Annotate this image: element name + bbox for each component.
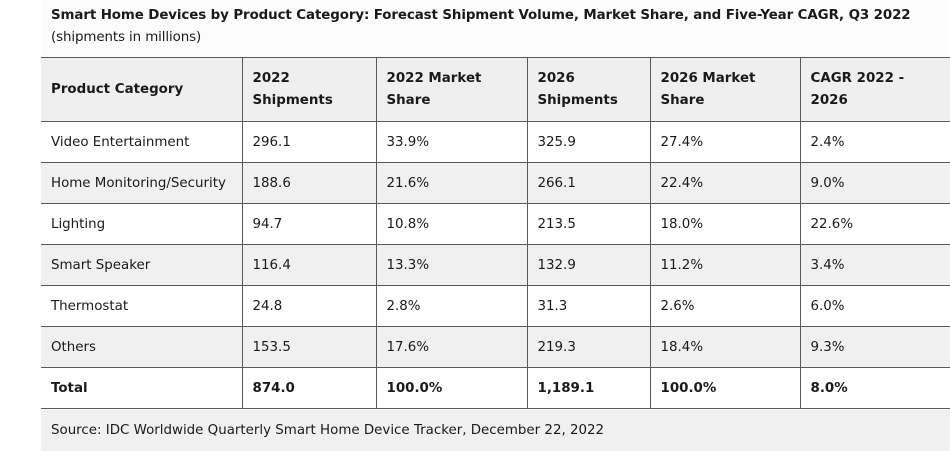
cell-2026-share: 18.4% bbox=[649, 326, 800, 368]
cell-2022-shipments: 188.6 bbox=[241, 162, 376, 204]
cell-2022-shipments: 116.4 bbox=[241, 244, 376, 286]
caption-units: (shipments in millions) bbox=[51, 30, 202, 45]
cell-cagr: 22.6% bbox=[799, 203, 950, 245]
total-label: Total bbox=[41, 367, 242, 409]
total-2022-shipments: 874.0 bbox=[241, 367, 376, 409]
cell-2026-shipments: 213.5 bbox=[526, 203, 650, 245]
cell-2026-shipments: 132.9 bbox=[526, 244, 650, 286]
source-note: Source: IDC Worldwide Quarterly Smart Ho… bbox=[41, 410, 950, 451]
cell-2026-shipments: 325.9 bbox=[526, 121, 650, 163]
total-2022-share: 100.0% bbox=[375, 367, 527, 409]
cell-2022-shipments: 94.7 bbox=[241, 203, 376, 245]
table-row: Video Entertainment 296.1 33.9% 325.9 27… bbox=[41, 121, 950, 163]
cell-2026-share: 18.0% bbox=[649, 203, 800, 245]
cell-cagr: 6.0% bbox=[799, 285, 950, 327]
table-header-row: Product Category 2022 Shipments 2022 Mar… bbox=[41, 57, 950, 122]
cell-2022-share: 13.3% bbox=[375, 244, 527, 286]
cell-cagr: 3.4% bbox=[799, 244, 950, 286]
cell-cagr: 9.0% bbox=[799, 162, 950, 204]
cell-category: Lighting bbox=[41, 203, 242, 245]
page-margin bbox=[0, 0, 41, 451]
total-2026-share: 100.0% bbox=[649, 367, 800, 409]
table-row: Thermostat 24.8 2.8% 31.3 2.6% 6.0% bbox=[41, 285, 950, 327]
table-figure: Smart Home Devices by Product Category: … bbox=[41, 0, 950, 451]
cell-2026-share: 2.6% bbox=[649, 285, 800, 327]
cell-2022-share: 33.9% bbox=[375, 121, 527, 163]
cell-2026-shipments: 219.3 bbox=[526, 326, 650, 368]
table-row: Others 153.5 17.6% 219.3 18.4% 9.3% bbox=[41, 326, 950, 368]
header-2026-market-share: 2026 Market Share bbox=[649, 57, 800, 122]
table-row: Lighting 94.7 10.8% 213.5 18.0% 22.6% bbox=[41, 203, 950, 245]
cell-2022-share: 10.8% bbox=[375, 203, 527, 245]
table-row: Home Monitoring/Security 188.6 21.6% 266… bbox=[41, 162, 950, 204]
cell-category: Thermostat bbox=[41, 285, 242, 327]
cell-2022-share: 21.6% bbox=[375, 162, 527, 204]
cell-cagr: 2.4% bbox=[799, 121, 950, 163]
cell-category: Smart Speaker bbox=[41, 244, 242, 286]
header-2026-shipments: 2026 Shipments bbox=[526, 57, 650, 122]
caption-title: Smart Home Devices by Product Category: … bbox=[51, 8, 911, 23]
data-table: Product Category 2022 Shipments 2022 Mar… bbox=[41, 57, 950, 409]
cell-2026-shipments: 31.3 bbox=[526, 285, 650, 327]
total-cagr: 8.0% bbox=[799, 367, 950, 409]
table-total-row: Total 874.0 100.0% 1,189.1 100.0% 8.0% bbox=[41, 367, 950, 409]
header-2022-shipments: 2022 Shipments bbox=[241, 57, 376, 122]
cell-2026-share: 22.4% bbox=[649, 162, 800, 204]
cell-cagr: 9.3% bbox=[799, 326, 950, 368]
cell-2022-shipments: 296.1 bbox=[241, 121, 376, 163]
cell-2026-shipments: 266.1 bbox=[526, 162, 650, 204]
total-2026-shipments: 1,189.1 bbox=[526, 367, 650, 409]
table-row: Smart Speaker 116.4 13.3% 132.9 11.2% 3.… bbox=[41, 244, 950, 286]
cell-2022-shipments: 24.8 bbox=[241, 285, 376, 327]
cell-2022-shipments: 153.5 bbox=[241, 326, 376, 368]
cell-2026-share: 11.2% bbox=[649, 244, 800, 286]
header-2022-market-share: 2022 Market Share bbox=[375, 57, 527, 122]
cell-category: Others bbox=[41, 326, 242, 368]
header-product-category: Product Category bbox=[41, 57, 242, 122]
cell-2026-share: 27.4% bbox=[649, 121, 800, 163]
cell-category: Home Monitoring/Security bbox=[41, 162, 242, 204]
cell-2022-share: 17.6% bbox=[375, 326, 527, 368]
table-caption: Smart Home Devices by Product Category: … bbox=[51, 5, 950, 49]
header-cagr: CAGR 2022 - 2026 bbox=[799, 57, 950, 122]
cell-category: Video Entertainment bbox=[41, 121, 242, 163]
cell-2022-share: 2.8% bbox=[375, 285, 527, 327]
